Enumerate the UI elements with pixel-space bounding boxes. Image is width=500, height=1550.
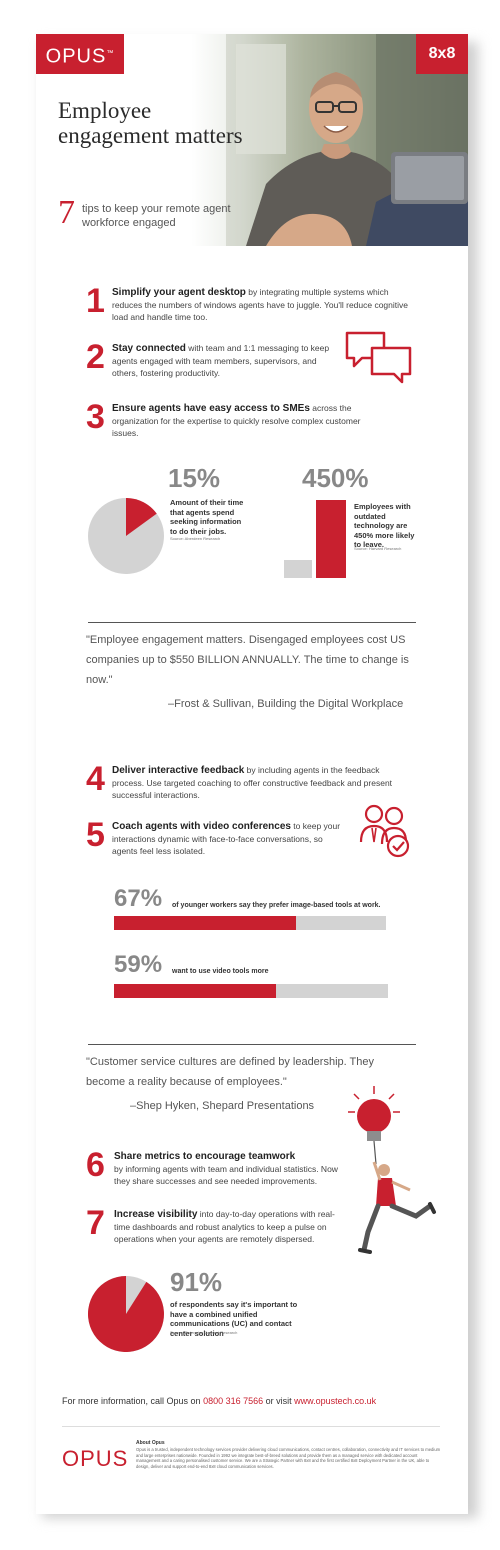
coaching-people-icon [359, 804, 410, 858]
tip-number: 1 [86, 282, 105, 320]
progress-bar-67 [114, 916, 386, 930]
about-title: About Opus [136, 1440, 165, 1446]
quote-attribution: –Frost & Sullivan, Building the Digital … [168, 698, 404, 710]
tip-text: Deliver interactive feedback by includin… [112, 765, 393, 800]
tip-text: Coach agents with video conferences to k… [112, 821, 341, 856]
quote-attribution: –Shep Hyken, Shepard Presentations [130, 1100, 315, 1112]
tip-number: 7 [86, 1204, 105, 1242]
pie-chart-15 [88, 498, 164, 574]
page-subtitle: tips to keep your remote agent workforce… [82, 203, 231, 229]
opus-footer-logo: OPUS [62, 1446, 129, 1471]
tip-number: 6 [86, 1146, 105, 1184]
chat-bubbles-icon [345, 331, 412, 384]
infographic-page: OPUS™ 8x8 Employee engagement matters 7 … [36, 34, 468, 1514]
stat-description: of respondents say it's important to hav… [170, 1300, 298, 1338]
tip-number: 3 [86, 398, 105, 436]
stat-source: Source: Aberdeen Research [170, 536, 221, 541]
tip-text: Stay connected with team and 1:1 messagi… [112, 343, 330, 378]
stat-value: 59% [114, 951, 163, 978]
page-title: Employee engagement matters [58, 98, 243, 148]
stat-value: 91% [170, 1267, 223, 1297]
phone-link[interactable]: 0800 316 7566 [203, 1396, 264, 1406]
stat-description: of younger workers say they prefer image… [172, 902, 381, 909]
stat-source: Source: Enterprise Connect Research [170, 1330, 238, 1335]
pie-chart-91 [87, 1276, 164, 1352]
stat-description: Amount of their time that agents spend s… [170, 498, 244, 536]
about-text: Opus is a trusted, independent technolog… [136, 1447, 441, 1469]
bar-baseline [284, 560, 312, 578]
stat-source: Source: Harvard Research [354, 546, 402, 551]
bar-450 [316, 500, 346, 578]
stat-value: 450% [302, 463, 369, 493]
8x8-logo: 8x8 [416, 34, 468, 74]
divider [88, 1044, 416, 1045]
stat-value: 67% [114, 885, 163, 912]
tip-number: 5 [86, 816, 105, 854]
tip-text: Ensure agents have easy access to SMEs a… [112, 403, 361, 438]
stat-description: want to use video tools more [172, 968, 269, 975]
tip-text: Increase visibility into day-to-day oper… [114, 1209, 335, 1244]
stat-value: 15% [168, 463, 221, 493]
progress-fill [114, 916, 297, 930]
pie-slice-value [87, 1276, 164, 1352]
stat-description: Employees with outdated technology are 4… [354, 502, 415, 549]
quote-text: "Employee engagement matters. Disengaged… [86, 634, 409, 686]
tip-number: 4 [86, 760, 105, 798]
opus-logo: OPUS™ [36, 34, 124, 74]
quote-text: "Customer service cultures are defined b… [86, 1056, 375, 1088]
website-link[interactable]: www.opustech.co.uk [294, 1396, 377, 1406]
tip-text: Simplify your agent desktop by integrati… [112, 287, 409, 322]
tip-text: Share metrics to encourage teamwork by in… [114, 1151, 338, 1186]
tips-count: 7 [58, 194, 75, 231]
divider [88, 622, 416, 623]
hero-banner: OPUS™ 8x8 Employee engagement matters 7 … [36, 34, 468, 246]
progress-fill [114, 984, 276, 998]
contact-line: For more information, call Opus on 0800 … [62, 1396, 377, 1406]
lightbulb-person-illustration [348, 1086, 436, 1254]
progress-bar-59 [114, 984, 388, 998]
tip-number: 2 [86, 338, 105, 376]
pie-slice-value [126, 498, 157, 536]
footer-divider [62, 1426, 440, 1427]
